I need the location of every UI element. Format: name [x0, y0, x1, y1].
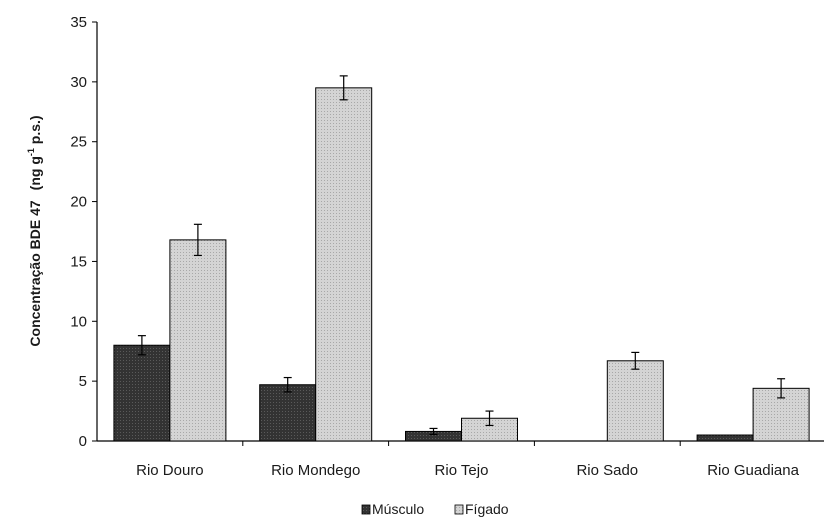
legend: Músculo Fígado — [361, 501, 509, 517]
y-tick-label: 0 — [79, 433, 87, 450]
y-axis-label: Concentração BDE 47(ng g-1 p.s.) — [26, 115, 43, 346]
bar-figado — [752, 387, 810, 442]
legend-swatch-figado — [454, 504, 464, 515]
bar-musculo — [259, 384, 317, 442]
y-tick-label: 5 — [79, 373, 87, 390]
category-label: Rio Douro — [136, 462, 204, 479]
legend-label-musculo: Músculo — [372, 501, 424, 517]
bar-figado — [315, 87, 373, 442]
bar-musculo — [696, 434, 754, 442]
error-bars — [137, 75, 786, 436]
y-tick-label: 30 — [70, 74, 87, 91]
category-label: Rio Guadiana — [707, 462, 799, 479]
bar-musculo — [113, 344, 171, 442]
category-label: Rio Tejo — [435, 462, 489, 479]
bars — [113, 87, 810, 446]
legend-swatch-musculo — [361, 504, 371, 515]
category-labels: Rio Douro Rio Mondego Rio Tejo Rio Sado Rio … — [136, 462, 799, 479]
category-label: Rio Mondego — [271, 462, 360, 479]
y-ticks: 0 5 10 15 20 25 30 35 — [70, 14, 97, 450]
bar-figado — [169, 239, 227, 442]
category-label: Rio Sado — [576, 462, 638, 479]
y-tick-label: 20 — [70, 194, 87, 211]
y-tick-label: 35 — [70, 14, 87, 31]
y-tick-label: 10 — [70, 313, 87, 330]
bar-figado — [606, 360, 664, 442]
y-tick-label: 15 — [70, 253, 87, 270]
y-tick-label: 25 — [70, 134, 87, 151]
legend-label-figado: Fígado — [465, 501, 509, 517]
